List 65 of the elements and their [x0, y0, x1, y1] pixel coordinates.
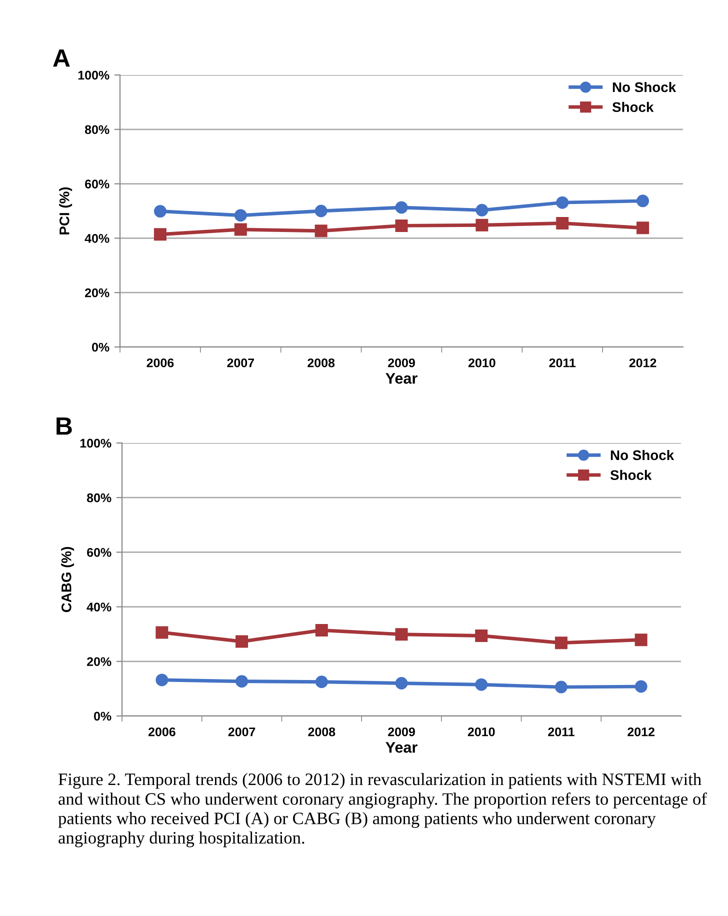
- y-tick-label: 100%: [80, 438, 112, 448]
- x-tick-label: 2007: [227, 358, 254, 368]
- x-tick-label: 2009: [388, 727, 415, 736]
- point: [314, 204, 328, 218]
- y-tick-label: 60%: [85, 180, 110, 188]
- x-tick-label: 2008: [308, 358, 335, 368]
- point: [476, 218, 488, 232]
- point: [395, 676, 408, 690]
- point: [556, 196, 569, 209]
- point: [234, 223, 247, 236]
- x-tick-label: 2010: [468, 727, 495, 736]
- y-tick-label: 60%: [87, 548, 112, 557]
- point: [554, 636, 568, 650]
- point: [315, 676, 328, 688]
- point: [556, 216, 569, 230]
- point: [156, 674, 168, 686]
- y-tick-label: 40%: [84, 234, 110, 243]
- chart-title: B: [56, 417, 72, 435]
- x-tick-label: 2012: [628, 727, 654, 736]
- x-tick-label: 2008: [308, 727, 336, 736]
- y-tick-label: 80%: [84, 125, 110, 134]
- point: [395, 201, 408, 214]
- legend-label: No Shock: [610, 450, 674, 460]
- point: [476, 204, 488, 216]
- y-tick-label: 100%: [78, 70, 110, 80]
- point: [475, 629, 488, 642]
- y-axis-title: CABG (%): [61, 547, 74, 612]
- point: [236, 635, 248, 648]
- point: [236, 675, 248, 688]
- point: [395, 628, 408, 641]
- point: [154, 205, 166, 218]
- x-axis-title: Year: [386, 373, 418, 384]
- y-tick-label: 20%: [87, 657, 112, 666]
- y-tick-label: 40%: [86, 602, 112, 612]
- caption: Figure 2. Temporal trends (2006 to 2012) in revascularization in patients with NSTEMI with and without CS who underwent coronary angiography. The proportion refers to percentage of patients who received PCI (A) or CABG (B) among patients who underwent coronary angiography during hospitalization.: [58, 773, 707, 848]
- x-tick-label: 2012: [629, 358, 656, 368]
- y-tick-label: 0%: [92, 342, 110, 352]
- x-axis-title: Year: [386, 742, 418, 753]
- point: [154, 228, 166, 241]
- point: [156, 626, 168, 639]
- x-tick-label: 2007: [228, 727, 256, 736]
- point: [395, 219, 408, 232]
- legend-label: No Shock: [612, 82, 676, 92]
- point: [634, 680, 648, 693]
- y-axis-title: PCI (%): [59, 187, 72, 234]
- y-tick-label: 80%: [86, 493, 112, 502]
- x-tick-label: 2011: [548, 727, 574, 736]
- point: [314, 224, 328, 238]
- point: [636, 194, 650, 208]
- point: [636, 222, 650, 234]
- point: [475, 678, 488, 691]
- legend-label: Shock: [612, 102, 654, 112]
- x-tick-label: 2009: [388, 358, 415, 368]
- x-tick-label: 2006: [146, 358, 174, 368]
- chart-title: A: [53, 49, 70, 67]
- x-tick-label: 2011: [549, 358, 576, 368]
- point: [234, 209, 247, 222]
- x-tick-label: 2006: [148, 727, 176, 736]
- point: [634, 634, 648, 646]
- y-tick-label: 0%: [94, 712, 112, 721]
- point: [315, 624, 328, 637]
- legend-label: Shock: [610, 470, 652, 480]
- x-tick-label: 2010: [468, 358, 496, 368]
- point: [554, 680, 568, 694]
- y-tick-label: 20%: [85, 288, 110, 298]
